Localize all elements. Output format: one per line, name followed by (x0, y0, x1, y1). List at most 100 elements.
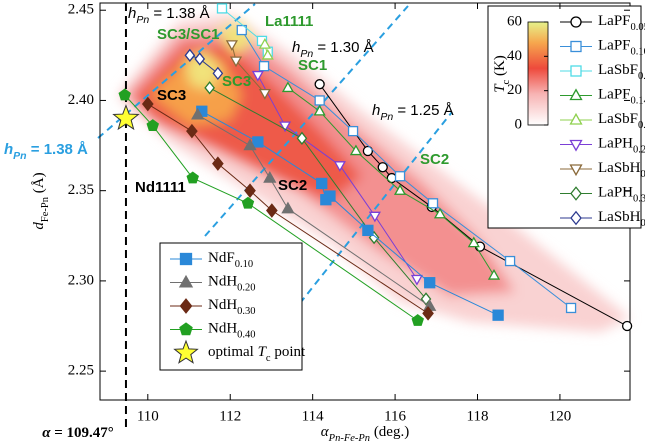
marker (362, 224, 374, 237)
text-segment: NdH (208, 321, 237, 337)
text-segment: (deg.) (370, 424, 409, 440)
colorbar-tick-label: 20 (507, 82, 522, 98)
marker (258, 61, 270, 72)
text-segment: SC3 (157, 87, 186, 104)
legend-marker (569, 112, 583, 125)
text-segment: 0.10 (235, 259, 253, 270)
marker (141, 96, 154, 112)
marker (191, 107, 205, 120)
annotation: hPn = 1.25 Å (372, 102, 454, 123)
marker (313, 104, 326, 116)
colorbar-tick-label: 60 (507, 13, 522, 29)
text-segment: Pn-Fe-Pn (328, 433, 370, 444)
text-segment: h (4, 141, 13, 158)
text-segment: Fe-Pn (40, 196, 51, 222)
y-tick-label: 2.30 (68, 272, 94, 288)
text-segment: Nd1111 (135, 179, 186, 196)
marker (212, 66, 224, 81)
text-segment: 0.05 (631, 22, 645, 33)
annotation: SC3 (157, 87, 186, 104)
annotation: hPn = 1.30 Å (292, 39, 374, 60)
text-segment: LaPH (598, 185, 633, 201)
legend-label: LaPF0.05 (598, 13, 645, 32)
marker (261, 48, 274, 60)
marker (316, 177, 328, 190)
text-segment: d (31, 222, 47, 230)
text-segment: SC2 (278, 177, 307, 194)
marker (411, 314, 424, 326)
marker (112, 104, 140, 131)
legend-label: NdH0.30 (208, 297, 256, 316)
text-segment: 0.30 (641, 218, 645, 229)
x-tick-label: 116 (384, 408, 406, 424)
series-line (147, 103, 429, 314)
hpn-line (284, 111, 453, 323)
colorbar-tick-label: 40 (507, 48, 522, 64)
marker (236, 24, 247, 36)
text-segment: 0.14 (638, 120, 645, 131)
x-axis-label: αPn-Fe-Pn (deg.) (321, 424, 409, 443)
text-segment: 0.40 (237, 329, 255, 340)
text-segment: = 109.47° (51, 425, 114, 441)
legend-marker (179, 252, 193, 266)
marker (258, 88, 271, 100)
text-segment: NdH (208, 274, 237, 290)
marker (410, 274, 423, 286)
marker (281, 81, 294, 93)
text-segment: SC2 (420, 151, 449, 168)
legend-marker (569, 164, 583, 177)
text-segment: h (128, 5, 136, 22)
text-segment: LaPF (598, 38, 631, 54)
marker (146, 119, 159, 132)
legend-marker (570, 65, 582, 77)
marker (216, 3, 228, 14)
marker (281, 201, 295, 214)
text-segment: 0.10 (638, 71, 645, 82)
text-segment: T (258, 344, 268, 360)
text-segment: LaPF (598, 87, 631, 103)
marker (487, 268, 501, 280)
marker (278, 121, 292, 133)
text-segment: LaPH (598, 136, 633, 152)
marker (377, 162, 388, 173)
legend-label: LaPF0.14 (598, 87, 645, 106)
text-segment: = 1.25 Å (393, 102, 453, 119)
legend-label: optimal Tc point (208, 344, 306, 363)
text-segment: SC3 (222, 73, 251, 90)
marker (241, 196, 255, 209)
marker (424, 277, 436, 289)
x-tick-label: 112 (219, 408, 241, 424)
text-segment: point (271, 344, 306, 360)
legend-label: LaSbH0.30 (598, 209, 645, 228)
text-segment: LaSbF (598, 62, 638, 78)
text-segment: = 1.38 Å (149, 5, 209, 22)
text-segment: 0.30 (237, 306, 255, 317)
text-segment: h (292, 39, 300, 56)
y-tick-label: 2.25 (68, 363, 94, 379)
hpn-lines (97, 3, 453, 323)
annotation: SC2 (278, 177, 307, 194)
colorbar-tick-label: 0 (515, 116, 523, 132)
x-tick-label: 114 (302, 408, 324, 424)
marker (266, 203, 278, 218)
marker (186, 123, 198, 139)
text-segment: 0.20 (237, 282, 255, 293)
text-segment: 0.30 (633, 193, 645, 204)
marker (314, 95, 325, 106)
legend-label: NdF0.10 (208, 250, 253, 269)
text-segment: α (42, 425, 51, 441)
colorbar-label: Tc (K) (492, 55, 511, 93)
marker (504, 255, 516, 267)
marker (422, 306, 434, 321)
marker (393, 184, 407, 195)
y-tick-label: 2.35 (68, 182, 94, 198)
text-segment: LaSbH (598, 209, 641, 225)
series-line (209, 87, 427, 300)
text-segment: Pn (300, 48, 313, 60)
marker (252, 136, 264, 148)
legend-marker (569, 139, 583, 152)
text-segment: LaPF (598, 13, 631, 29)
text-segment: 0.14 (631, 95, 645, 106)
hpn-line (97, 3, 256, 139)
